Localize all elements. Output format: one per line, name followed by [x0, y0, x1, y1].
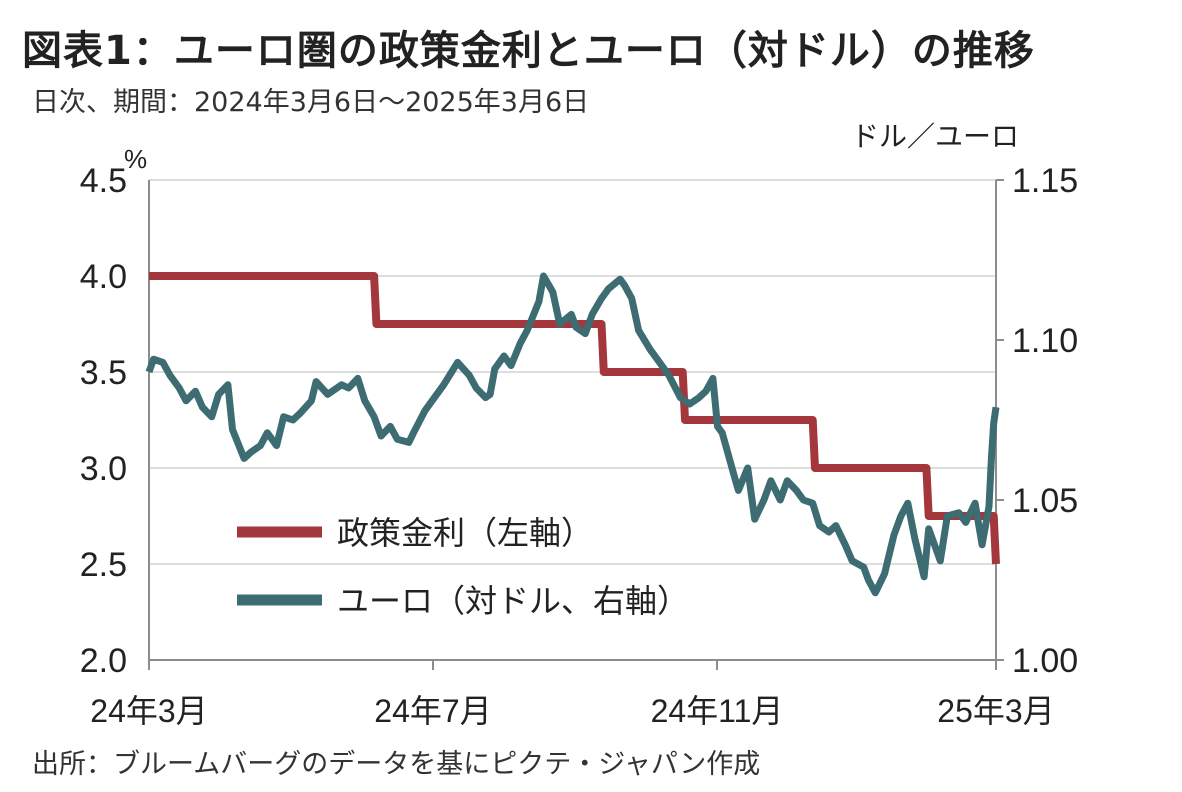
- left-tick-label: 3.0: [80, 450, 127, 488]
- legend-label-eurusd: ユーロ（対ドル、右軸）: [337, 582, 689, 620]
- eurusd-line: [145, 272, 1000, 597]
- tick-labels: 2.0 2.5 3.0 3.5 4.0 4.5 1.00 1.05 1.10 1.15 24年3月 2…: [80, 162, 1078, 729]
- right-tick-label: 1.15: [1012, 162, 1078, 200]
- grid-lines: [149, 179, 996, 565]
- left-tick-label: 4.5: [80, 162, 127, 200]
- left-tick-label: 3.5: [80, 354, 127, 392]
- right-tick-label: 1.00: [1012, 642, 1078, 680]
- policy-rate-line: [149, 272, 1000, 565]
- left-axis-unit: %: [124, 144, 147, 174]
- source-note: 出所：ブルームバーグのデータを基にピクテ・ジャパン作成: [32, 749, 761, 780]
- left-tick-label: 4.0: [80, 258, 127, 296]
- right-axis-unit: ドル／ユーロ: [851, 121, 1019, 152]
- chart-title: 図表1：ユーロ圏の政策金利とユーロ（対ドル）の推移: [22, 28, 1035, 74]
- legend: 政策金利（左軸） ユーロ（対ドル、右軸）: [237, 514, 689, 620]
- right-tick-label: 1.05: [1012, 482, 1078, 520]
- chart-subtitle: 日次、期間：2024年3月6日～2025年3月6日: [32, 87, 590, 118]
- x-tick-label: 24年11月: [651, 693, 784, 729]
- x-tick-label: 24年3月: [90, 693, 207, 729]
- right-tick-label: 1.10: [1012, 322, 1078, 360]
- left-tick-label: 2.0: [80, 642, 127, 680]
- left-tick-label: 2.5: [80, 546, 127, 584]
- x-tick-label: 25年3月: [937, 693, 1054, 729]
- legend-label-policy-rate: 政策金利（左軸）: [337, 514, 593, 552]
- x-tick-label: 24年7月: [374, 693, 491, 729]
- series-lines: [145, 272, 1000, 597]
